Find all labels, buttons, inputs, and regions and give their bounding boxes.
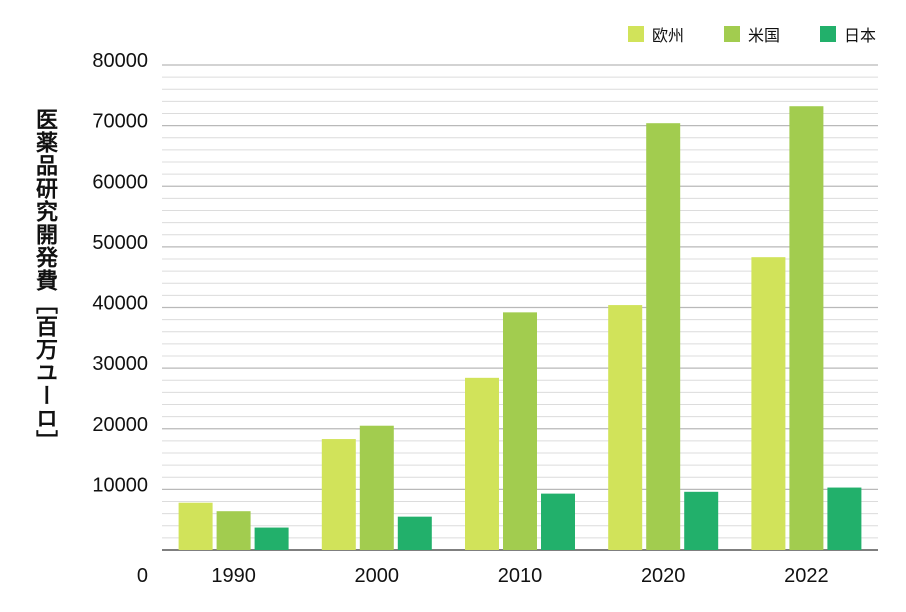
bar-2020-2 xyxy=(684,491,719,550)
bar-2020-1 xyxy=(646,123,681,550)
bar-1990-1 xyxy=(216,511,251,550)
y-tick-label: 40000 xyxy=(92,293,148,315)
legend-item-europe: 欧州 xyxy=(627,22,684,46)
bar-2000-2 xyxy=(397,516,432,550)
y-tick-label: 30000 xyxy=(92,353,148,375)
y-tick-labels: 0 10000 20000 30000 40000 50000 60000 70000 8000… xyxy=(92,50,148,587)
x-tick-label: 2020 xyxy=(641,565,686,587)
x-tick-label: 2000 xyxy=(355,565,400,587)
bar-2000-0 xyxy=(321,439,356,550)
y-tick-label: 80000 xyxy=(92,50,148,72)
legend-label-japan: 日本 xyxy=(843,26,876,45)
y-tick-label: 10000 xyxy=(92,474,148,496)
legend-swatch-europe xyxy=(627,26,644,42)
bar-2010-0 xyxy=(465,377,499,550)
bar-1990-0 xyxy=(178,502,213,550)
y-tick-label: 50000 xyxy=(92,232,148,254)
legend: 欧州 米国 日本 xyxy=(588,22,876,46)
y-axis-label: 医薬品研究開発費［百万ユーロ］ xyxy=(32,108,57,453)
bar-1990-2 xyxy=(254,527,289,550)
legend-label-europe: 欧州 xyxy=(651,26,684,45)
bars xyxy=(178,106,862,550)
x-tick-labels: 1990 2000 2010 2020 2022 xyxy=(211,565,828,587)
bar-2022-2 xyxy=(827,487,862,550)
y-tick-label: 20000 xyxy=(92,414,148,436)
x-tick-label: 2022 xyxy=(784,565,829,587)
legend-item-japan: 日本 xyxy=(819,22,876,46)
y-tick-label: 0 xyxy=(137,565,148,587)
bar-2022-1 xyxy=(789,106,824,550)
y-tick-label: 70000 xyxy=(92,111,148,133)
bar-2010-2 xyxy=(541,493,575,550)
bar-2010-1 xyxy=(503,312,537,550)
legend-label-us: 米国 xyxy=(747,26,780,45)
bar-2022-0 xyxy=(751,257,786,550)
legend-swatch-japan xyxy=(819,26,836,42)
legend-item-us: 米国 xyxy=(723,22,780,46)
legend-swatch-us xyxy=(723,26,740,42)
x-tick-label: 2010 xyxy=(498,565,543,587)
bar-2020-0 xyxy=(608,305,643,550)
y-tick-label: 60000 xyxy=(92,171,148,193)
x-tick-label: 1990 xyxy=(211,565,256,587)
bar-2000-1 xyxy=(359,425,394,550)
